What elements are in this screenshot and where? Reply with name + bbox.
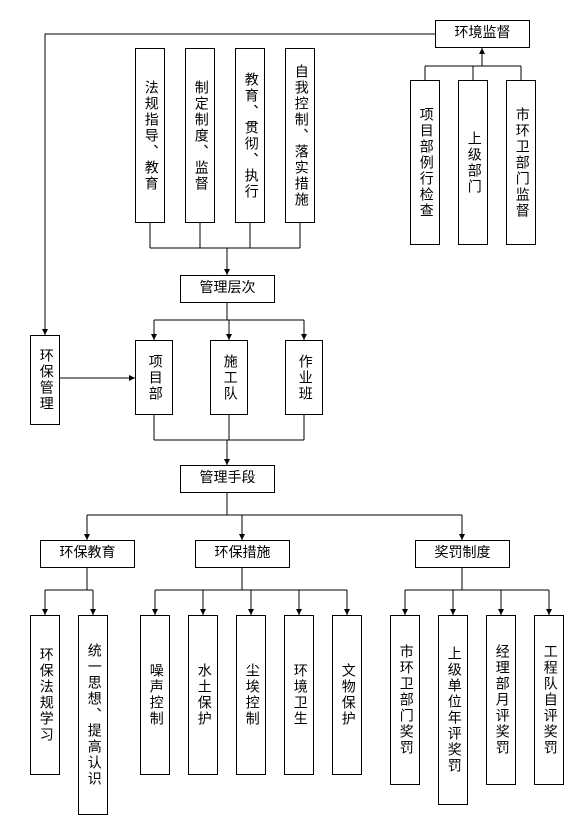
node-superior-dept: 上级部门 [458, 80, 488, 245]
node-self-ctrl: 自我控制、落实措施 [285, 48, 315, 223]
label: 施工队 [219, 354, 239, 402]
label: 环境卫生 [289, 663, 309, 727]
node-unify-mind: 统一思想、提高认识 [78, 615, 108, 815]
label: 尘埃控制 [241, 663, 261, 727]
node-mgmt-means: 管理手段 [180, 465, 275, 493]
label: 管理手段 [200, 471, 256, 488]
label: 上级单位年评奖罚 [443, 646, 463, 774]
node-env-edu: 环保教育 [40, 540, 135, 568]
label: 法规指导、教育 [140, 80, 160, 192]
node-proj-inspect: 项目部例行检查 [410, 80, 440, 245]
node-noise-ctrl: 噪声控制 [140, 615, 170, 775]
node-team-reward: 工程队自评奖罚 [534, 615, 564, 785]
node-soil-prot: 水土保护 [188, 615, 218, 775]
node-env-supervision: 环境监督 [435, 20, 530, 48]
node-work-team: 作业班 [285, 340, 323, 415]
node-city-sanit-sup: 市环卫部门监督 [506, 80, 536, 245]
label: 经理部月评奖罚 [491, 644, 511, 756]
node-reward-sys: 奖罚制度 [415, 540, 510, 568]
node-dust-ctrl: 尘埃控制 [236, 615, 266, 775]
label: 水土保护 [193, 663, 213, 727]
node-sup-reward: 上级单位年评奖罚 [438, 615, 468, 805]
node-mgmt-level: 管理层次 [180, 275, 275, 303]
label: 项目部例行检查 [415, 107, 435, 219]
label: 环保教育 [60, 546, 116, 563]
node-env-mgmt: 环保管理 [30, 335, 60, 425]
label: 管理层次 [200, 281, 256, 298]
label: 教育、贯彻、执行 [240, 72, 260, 200]
label: 环保管理 [35, 348, 55, 412]
label: 市环卫部门奖罚 [395, 644, 415, 756]
node-mgr-reward: 经理部月评奖罚 [486, 615, 516, 785]
label: 环保法规学习 [35, 647, 55, 743]
node-edu-exec: 教育、贯彻、执行 [235, 48, 265, 223]
label: 上级部门 [463, 131, 483, 195]
label: 作业班 [294, 354, 314, 402]
node-law-guide: 法规指导、教育 [135, 48, 165, 223]
node-proj-dept: 项目部 [135, 340, 173, 415]
label: 工程队自评奖罚 [539, 644, 559, 756]
label: 统一思想、提高认识 [83, 643, 103, 787]
label: 环保措施 [215, 546, 271, 563]
node-constr-team: 施工队 [210, 340, 248, 415]
label: 环境监督 [455, 26, 511, 43]
node-make-rules: 制定制度、监督 [185, 48, 215, 223]
label: 项目部 [144, 354, 164, 402]
node-law-study: 环保法规学习 [30, 615, 60, 775]
node-env-measure: 环保措施 [195, 540, 290, 568]
node-relic-prot: 文物保护 [332, 615, 362, 775]
label: 自我控制、落实措施 [290, 64, 310, 208]
node-env-sanit: 环境卫生 [284, 615, 314, 775]
label: 噪声控制 [145, 663, 165, 727]
node-city-reward: 市环卫部门奖罚 [390, 615, 420, 785]
label: 市环卫部门监督 [511, 107, 531, 219]
label: 奖罚制度 [435, 546, 491, 563]
label: 文物保护 [337, 663, 357, 727]
label: 制定制度、监督 [190, 80, 210, 192]
